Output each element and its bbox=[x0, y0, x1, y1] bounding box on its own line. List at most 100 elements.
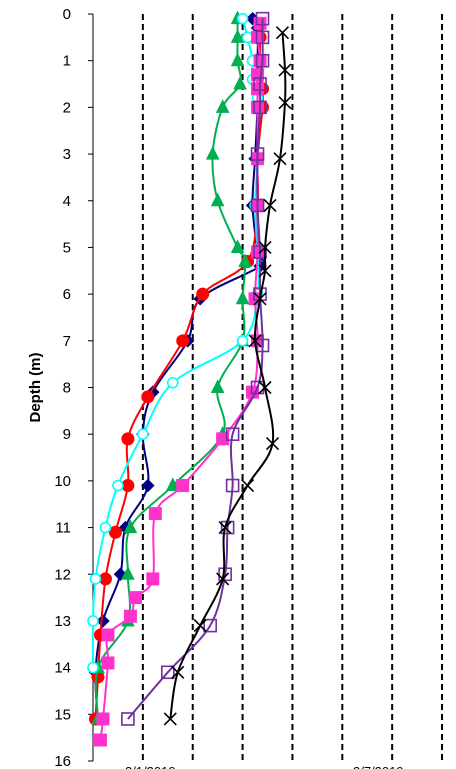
y-tick-label: 6 bbox=[63, 286, 71, 303]
triangle-marker bbox=[210, 379, 225, 393]
open-square-marker bbox=[160, 665, 175, 680]
x-marker-stroke bbox=[171, 665, 185, 679]
x-marker-stroke bbox=[218, 520, 232, 535]
y-tick-label: 5 bbox=[63, 239, 71, 256]
y-tick-label: 14 bbox=[54, 660, 71, 677]
vertical-gridlines bbox=[141, 14, 444, 761]
y-tick-label: 11 bbox=[55, 520, 71, 537]
open-circle-marker bbox=[87, 615, 99, 627]
x-marker-stroke bbox=[193, 619, 207, 633]
y-tick-label: 1 bbox=[63, 53, 71, 70]
x-marker-stroke bbox=[273, 152, 287, 166]
open-circle-marker bbox=[137, 428, 149, 440]
legend-entry: 3/7/2019 bbox=[353, 764, 404, 769]
y-tick-label: 2 bbox=[63, 99, 71, 116]
legend-partial: 3/1/2019 3/7/2019 bbox=[125, 764, 404, 769]
circle-marker bbox=[196, 287, 210, 301]
series-line bbox=[99, 23, 262, 741]
series-line bbox=[94, 23, 265, 720]
series-5 bbox=[93, 16, 267, 747]
x-marker-stroke bbox=[241, 478, 255, 493]
open-circle-marker bbox=[236, 335, 249, 347]
square-marker bbox=[146, 572, 160, 586]
x-marker-stroke bbox=[265, 436, 280, 451]
open-square-marker bbox=[218, 567, 232, 582]
triangle-marker bbox=[123, 519, 138, 534]
series-4 bbox=[87, 12, 264, 674]
triangle-marker bbox=[205, 145, 220, 160]
open-circle-marker bbox=[112, 479, 124, 492]
y-tick-label: 4 bbox=[63, 193, 71, 210]
y-tick-label: 0 bbox=[63, 6, 71, 23]
square-marker bbox=[96, 712, 110, 726]
triangle-marker bbox=[210, 192, 225, 207]
series-line bbox=[94, 18, 247, 720]
x-marker-stroke bbox=[278, 63, 292, 77]
circle-marker bbox=[176, 334, 190, 348]
open-square-marker bbox=[225, 427, 240, 441]
x-marker-stroke bbox=[163, 712, 177, 726]
y-tick-label: 7 bbox=[63, 333, 71, 350]
square-marker bbox=[123, 609, 137, 623]
open-square-marker bbox=[253, 100, 267, 115]
open-circle-marker bbox=[87, 661, 99, 674]
circle-marker bbox=[108, 525, 122, 539]
open-square-marker bbox=[255, 53, 270, 68]
series-3 bbox=[91, 10, 252, 725]
open-square-marker bbox=[203, 618, 217, 633]
square-marker bbox=[101, 656, 115, 670]
x-marker-stroke bbox=[258, 264, 272, 278]
square-marker bbox=[176, 479, 190, 493]
open-square-marker bbox=[250, 198, 265, 213]
square-marker bbox=[101, 628, 115, 642]
open-square-marker bbox=[225, 478, 240, 493]
open-circle-marker bbox=[236, 12, 249, 25]
x-marker-stroke bbox=[216, 572, 230, 586]
triangle-marker bbox=[165, 477, 180, 492]
y-tick-label: 3 bbox=[63, 146, 71, 163]
open-square-marker bbox=[253, 77, 267, 91]
square-marker bbox=[93, 733, 107, 747]
triangle-marker bbox=[230, 239, 245, 253]
square-marker bbox=[128, 591, 142, 605]
series-7 bbox=[163, 26, 292, 726]
open-square-marker bbox=[253, 245, 267, 259]
x-marker-stroke bbox=[248, 334, 262, 348]
open-square-marker bbox=[250, 147, 265, 161]
triangle-marker bbox=[230, 52, 245, 67]
series-line bbox=[94, 18, 265, 720]
open-square-marker bbox=[250, 380, 265, 395]
open-circle-marker bbox=[89, 573, 102, 585]
square-marker bbox=[148, 507, 162, 521]
series-1 bbox=[88, 11, 267, 726]
open-square-marker bbox=[121, 712, 135, 726]
circle-marker bbox=[141, 390, 155, 404]
x-marker-stroke bbox=[258, 240, 272, 255]
y-tick-label: 13 bbox=[54, 613, 71, 630]
y-tick-label: 9 bbox=[63, 426, 71, 443]
x-marker-stroke bbox=[258, 380, 272, 395]
x-marker-stroke bbox=[253, 292, 267, 306]
diamond-marker bbox=[141, 478, 155, 493]
diamond-marker bbox=[96, 614, 110, 628]
y-tick-label: 10 bbox=[54, 473, 71, 490]
x-marker-stroke bbox=[263, 198, 277, 212]
open-circle-marker bbox=[99, 521, 112, 534]
open-square-marker bbox=[255, 30, 270, 45]
x-marker-stroke bbox=[275, 26, 290, 40]
square-marker bbox=[216, 432, 230, 446]
triangle-marker bbox=[230, 29, 245, 43]
series-line bbox=[169, 32, 287, 720]
triangle-marker bbox=[121, 566, 135, 580]
x-marker-stroke bbox=[278, 96, 292, 110]
triangle-marker bbox=[238, 253, 252, 267]
y-tick-label: 15 bbox=[54, 706, 71, 723]
y-tick-label: 16 bbox=[54, 753, 71, 769]
legend-entry: 3/1/2019 bbox=[125, 764, 176, 769]
y-axis-label: Depth (m) bbox=[27, 353, 44, 423]
y-tick-label: 8 bbox=[63, 380, 71, 397]
triangle-marker bbox=[215, 99, 230, 113]
y-tick-label: 12 bbox=[54, 566, 71, 583]
